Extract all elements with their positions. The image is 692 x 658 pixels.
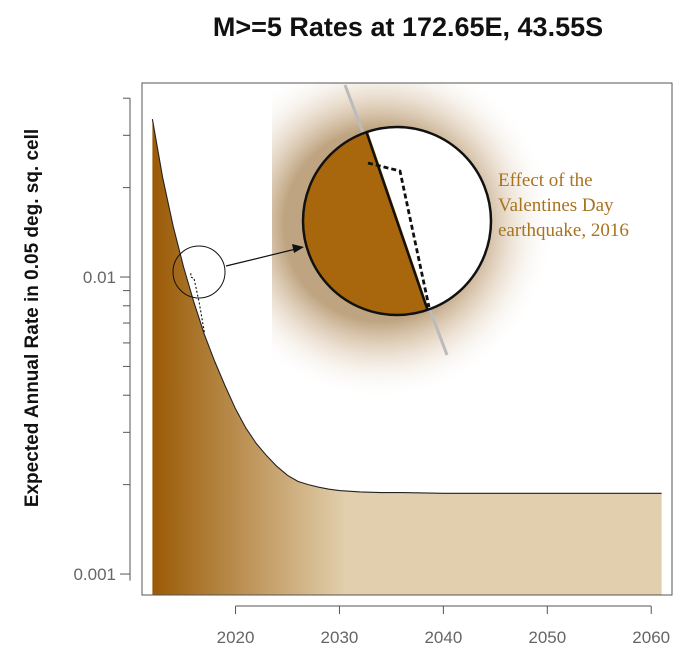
x-tick-label: 2030: [321, 628, 359, 647]
y-tick-label: 0.01: [83, 268, 116, 287]
small-circle: [172, 245, 226, 299]
y-tick-label: 0.001: [73, 565, 116, 584]
annotation-line: earthquake, 2016: [498, 220, 629, 241]
zoom-circle: [301, 125, 493, 317]
series-line: [151, 119, 662, 494]
x-tick-label: 2060: [632, 628, 670, 647]
zoom-content: [303, 127, 491, 315]
zoom-arrow-head: [292, 244, 304, 253]
plot-frame: [141, 82, 673, 596]
chart-title: M>=5 Rates at 172.65E, 43.55S: [212, 12, 604, 42]
zoom-line: [362, 127, 433, 315]
annotation-line: Effect of the: [498, 170, 593, 191]
series-area: [152, 119, 662, 595]
x-tick-label: 2020: [217, 628, 255, 647]
x-tick-label: 2040: [424, 628, 462, 647]
annotation-line: Valentines Day: [498, 195, 614, 216]
zoom-arrow-line: [225, 248, 297, 267]
x-tick-label: 2050: [528, 628, 566, 647]
zoom-dashed: [367, 161, 431, 308]
zoom-fill: [303, 127, 436, 315]
